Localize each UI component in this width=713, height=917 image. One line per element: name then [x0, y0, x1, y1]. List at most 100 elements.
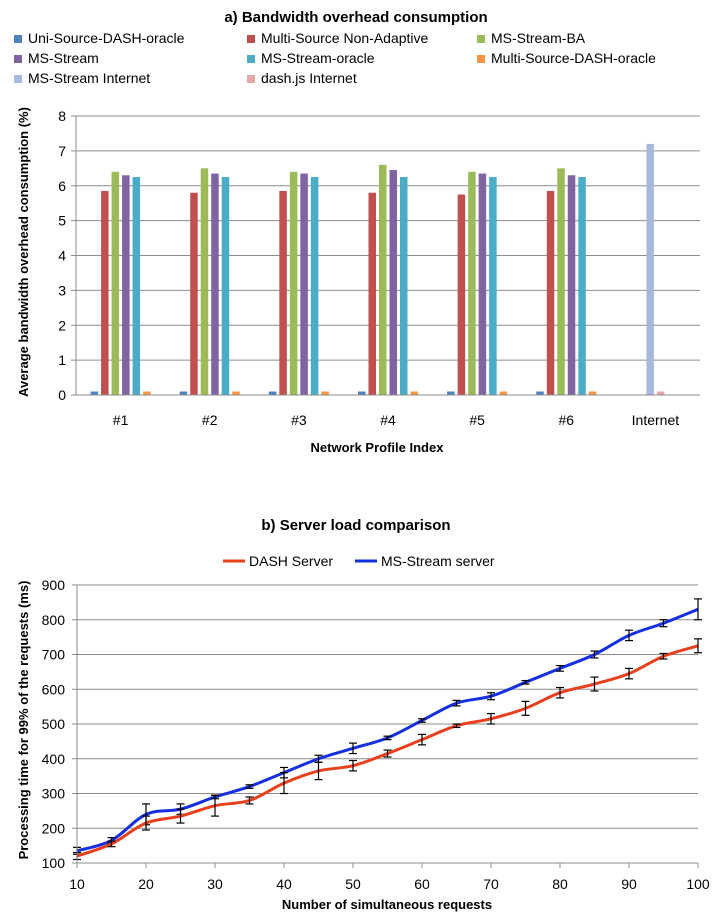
- bar: [557, 168, 565, 395]
- legend-label: MS-Stream-oracle: [261, 50, 375, 66]
- bar: [321, 391, 329, 395]
- legend-label: MS-Stream-BA: [491, 30, 586, 46]
- x-tick-label: 50: [345, 876, 361, 892]
- y-tick-label: 8: [58, 108, 66, 124]
- bar: [489, 177, 497, 395]
- y-tick-label: 100: [42, 855, 66, 871]
- bar: [200, 168, 209, 395]
- bar: [268, 391, 277, 395]
- bar: [578, 177, 586, 395]
- bar: [646, 143, 654, 395]
- chart-a-title: a) Bandwidth overhead consumption: [224, 9, 487, 26]
- legend-swatch: [247, 55, 255, 63]
- legend-label: dash.js Internet: [261, 70, 357, 86]
- bar: [389, 170, 397, 395]
- y-tick-label: 0: [58, 387, 66, 403]
- chart-b-title: b) Server load comparison: [261, 517, 450, 534]
- bar: [179, 391, 188, 395]
- y-tick-label: 5: [58, 213, 66, 229]
- x-tick-label: #1: [113, 412, 129, 428]
- bar: [368, 192, 376, 395]
- y-tick-label: 7: [58, 143, 66, 159]
- chart-b-xlabel: Number of simultaneous requests: [282, 897, 492, 912]
- bar: [400, 177, 408, 395]
- legend-label: Uni-Source-DASH-oracle: [28, 30, 185, 46]
- x-tick-label: #6: [558, 412, 574, 428]
- chart-b-ticks: 100 200 300 400 500 600 700 800 900 10 20 30 40 50 60 7…: [42, 577, 710, 892]
- bar: [122, 175, 130, 395]
- bar: [132, 177, 141, 395]
- bar: [379, 164, 387, 395]
- bar: [289, 171, 298, 395]
- y-tick-label: 6: [58, 178, 66, 194]
- x-tick-label: #2: [202, 412, 218, 428]
- bar: [101, 190, 109, 395]
- bar: [478, 173, 487, 395]
- y-tick-label: 800: [42, 612, 66, 628]
- server-load-chart: b) Server load comparison DASH Server MS-…: [16, 517, 710, 912]
- y-tick-label: 500: [42, 716, 66, 732]
- x-tick-label: #3: [291, 412, 307, 428]
- bar: [588, 391, 597, 395]
- chart-a-ylabel: Average bandwidth overhead consumption (…: [16, 107, 31, 397]
- bar: [310, 177, 319, 395]
- chart-a-xlabel: Network Profile Index: [311, 440, 445, 455]
- x-tick-label: Internet: [632, 412, 680, 428]
- legend-label: Multi-Source Non-Adaptive: [261, 30, 429, 46]
- x-tick-label: #5: [469, 412, 485, 428]
- y-tick-label: 1: [58, 352, 66, 368]
- legend-label: MS-Stream: [28, 50, 99, 66]
- y-tick-label: 2: [58, 317, 66, 333]
- x-tick-label: 30: [207, 876, 223, 892]
- legend-swatch: [247, 75, 255, 83]
- y-tick-label: 300: [42, 786, 66, 802]
- y-tick-label: 4: [58, 248, 66, 264]
- bar: [546, 190, 555, 395]
- chart-b-legend: DASH Server MS-Stream server: [223, 553, 495, 569]
- bar: [468, 171, 476, 395]
- bar: [111, 171, 120, 395]
- y-tick-label: 3: [58, 282, 66, 298]
- chart-b-ylabel: Processing time for 99% of the requests …: [16, 581, 31, 860]
- x-tick-label: 80: [552, 876, 568, 892]
- bar: [211, 173, 219, 395]
- x-tick-label: 100: [686, 876, 710, 892]
- bar: [499, 391, 508, 395]
- bar: [300, 173, 308, 395]
- bar: [279, 190, 287, 395]
- series-line: [76, 607, 699, 853]
- legend-swatch: [14, 75, 22, 83]
- chart-a-legend: Uni-Source-DASH-oracle Multi-Source Non-A…: [14, 30, 656, 86]
- legend-swatch: [247, 35, 255, 43]
- chart-b-gridlines: [77, 584, 698, 864]
- bar: [536, 391, 544, 395]
- bar: [447, 391, 455, 395]
- bar: [410, 391, 418, 395]
- bar: [221, 177, 230, 395]
- y-tick-label: 600: [42, 681, 66, 697]
- y-tick-label: 400: [42, 751, 66, 767]
- x-tick-label: 60: [414, 876, 430, 892]
- bar: [190, 192, 198, 395]
- chart-b-lines: [73, 598, 702, 861]
- bar: [567, 175, 576, 395]
- x-tick-label: 90: [621, 876, 637, 892]
- bandwidth-overhead-chart: a) Bandwidth overhead consumption Uni-So…: [14, 9, 700, 455]
- legend-swatch: [14, 55, 22, 63]
- legend-label: MS-Stream server: [381, 553, 495, 569]
- bar: [457, 194, 466, 395]
- bar: [358, 391, 366, 395]
- legend-swatch: [477, 55, 485, 63]
- legend-label: DASH Server: [249, 553, 333, 569]
- y-tick-label: 900: [42, 577, 66, 593]
- bar: [143, 391, 151, 395]
- legend-label: Multi-Source-DASH-oracle: [491, 50, 656, 66]
- y-tick-label: 700: [42, 647, 66, 663]
- x-tick-label: #4: [380, 412, 396, 428]
- bar: [90, 391, 99, 395]
- legend-swatch: [477, 35, 485, 43]
- x-tick-label: 40: [276, 876, 292, 892]
- chart-a-gridlines: [76, 115, 700, 396]
- x-tick-label: 10: [69, 876, 85, 892]
- y-tick-label: 200: [42, 820, 66, 836]
